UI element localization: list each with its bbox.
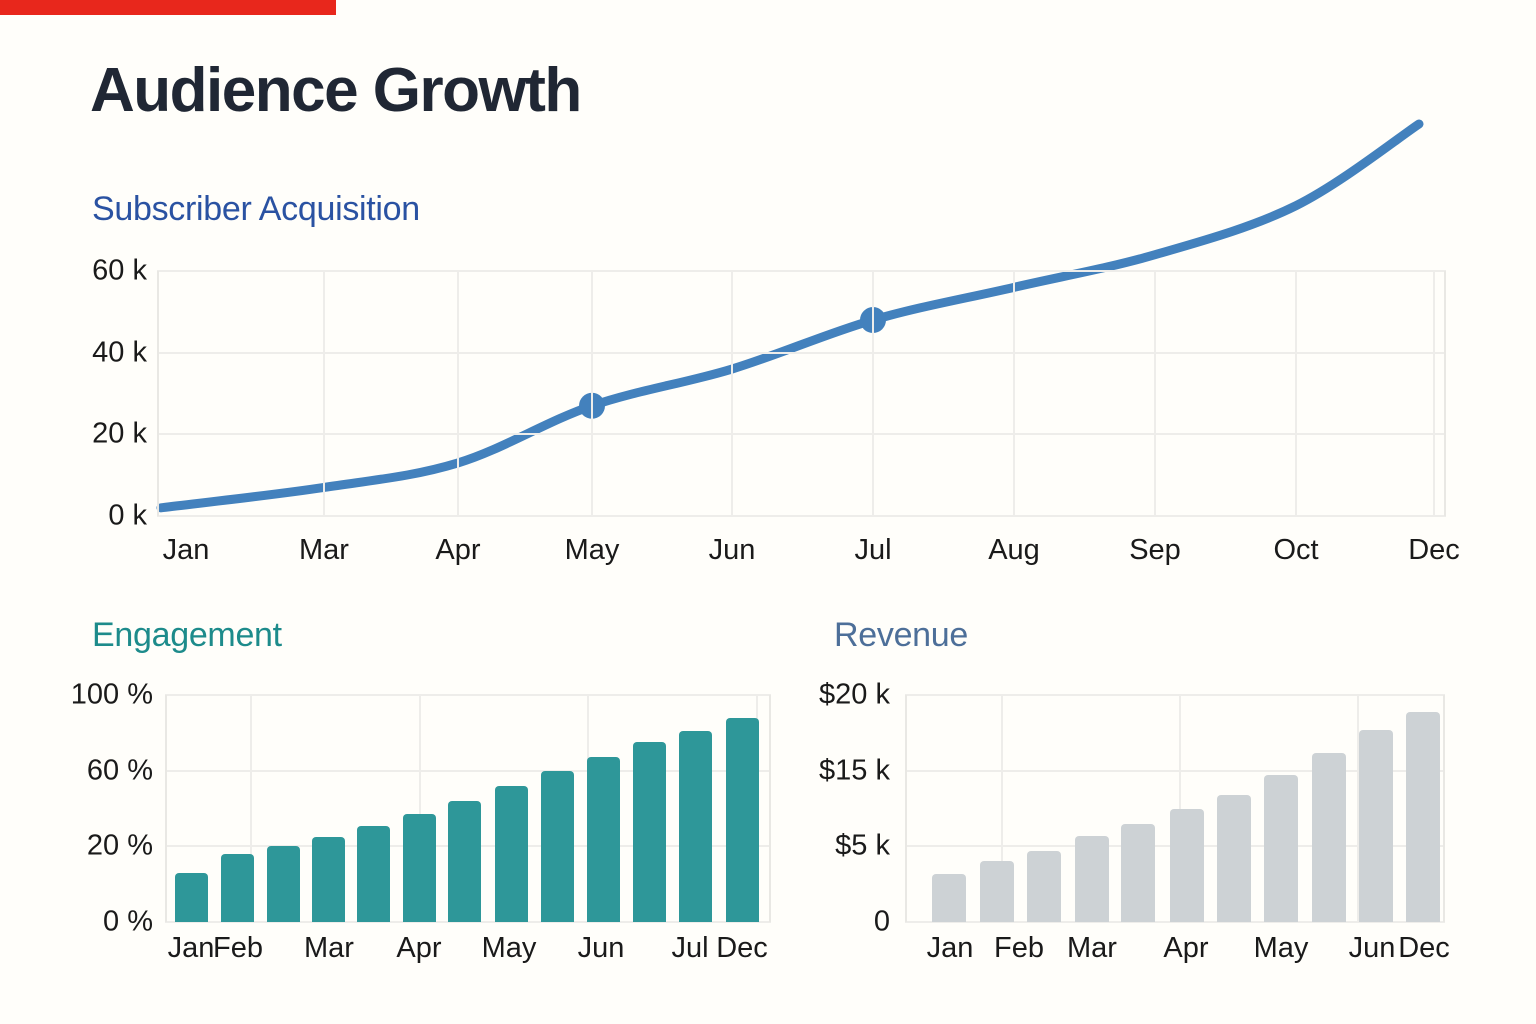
x-axis-tick-label: Mar bbox=[304, 932, 354, 964]
gridline bbox=[872, 271, 874, 516]
y-axis-line bbox=[165, 695, 167, 922]
engagement-bar bbox=[726, 717, 759, 922]
gridline bbox=[419, 695, 421, 922]
plot-right-edge bbox=[769, 695, 771, 922]
gridline bbox=[1179, 695, 1181, 922]
gridline bbox=[250, 695, 252, 922]
gridline bbox=[157, 351, 1446, 354]
x-axis-tick-label: Apr bbox=[435, 534, 481, 566]
revenue-bar bbox=[1075, 835, 1109, 922]
x-axis-tick-label: Jun bbox=[708, 534, 756, 566]
y-axis-tick-label: 40 k bbox=[92, 336, 147, 369]
plot-right-edge bbox=[1444, 271, 1446, 516]
x-axis-tick-label: Feb bbox=[994, 932, 1044, 964]
y-axis-tick-label: $20 k bbox=[819, 678, 890, 711]
page-title: Audience Growth bbox=[90, 56, 582, 125]
revenue-bar bbox=[1027, 850, 1061, 922]
x-axis-tick-label: Oct bbox=[1273, 534, 1319, 566]
engagement-chart-title: Engagement bbox=[92, 616, 282, 654]
gridline bbox=[1154, 271, 1156, 516]
engagement-bar bbox=[267, 846, 300, 922]
engagement-bar bbox=[312, 836, 345, 922]
x-axis-tick-label: Aug bbox=[988, 534, 1040, 566]
gridline bbox=[1295, 271, 1297, 516]
gridline bbox=[165, 769, 771, 772]
x-axis-tick-label: Apr bbox=[396, 932, 442, 964]
revenue-bar bbox=[1264, 775, 1298, 922]
gridline bbox=[323, 271, 325, 516]
x-axis-tick-label: Jun bbox=[577, 932, 625, 964]
x-axis-tick-label: Jul bbox=[854, 534, 892, 566]
x-axis-tick-label: Dec bbox=[716, 932, 768, 964]
x-axis-tick-label: Jan bbox=[167, 932, 215, 964]
y-axis-tick-label: 0 % bbox=[103, 905, 153, 938]
y-axis-tick-label: 0 bbox=[873, 905, 890, 938]
x-axis-tick-label: Sep bbox=[1129, 534, 1181, 566]
gridline bbox=[157, 270, 1446, 272]
x-axis-tick-label: Mar bbox=[1067, 932, 1117, 964]
y-axis-tick-label: 20 % bbox=[86, 829, 153, 862]
engagement-bar bbox=[357, 825, 390, 922]
x-axis-tick-label: Feb bbox=[213, 932, 263, 964]
gridline bbox=[591, 271, 593, 516]
revenue-bar bbox=[1312, 752, 1346, 922]
x-axis-tick-label: Mar bbox=[299, 534, 349, 566]
y-axis-tick-label: 20 k bbox=[92, 417, 147, 450]
y-axis-tick-label: 0 k bbox=[108, 499, 147, 532]
revenue-bar bbox=[1359, 729, 1393, 922]
revenue-bar bbox=[1121, 823, 1155, 922]
revenue-bar bbox=[932, 873, 966, 922]
x-axis-tick-label: Jan bbox=[926, 932, 974, 964]
subscriber-line bbox=[156, 119, 1424, 513]
engagement-bar bbox=[403, 814, 436, 922]
x-axis-tick-label: Dec bbox=[1408, 534, 1460, 566]
y-axis-line bbox=[905, 695, 907, 922]
engagement-bar bbox=[633, 742, 666, 922]
y-axis-line bbox=[157, 271, 159, 516]
gridline bbox=[165, 694, 771, 696]
y-axis-tick-label: $5 k bbox=[835, 829, 890, 862]
revenue-bar bbox=[1217, 794, 1251, 922]
gridline bbox=[1013, 271, 1015, 516]
y-axis-tick-label: $15 k bbox=[819, 754, 890, 787]
gridline bbox=[165, 921, 771, 923]
y-axis-tick-label: 60 k bbox=[92, 254, 147, 287]
gridline bbox=[905, 921, 1445, 923]
x-axis-tick-label: May bbox=[1253, 932, 1309, 964]
x-axis-tick-label: Apr bbox=[1163, 932, 1209, 964]
engagement-bar bbox=[175, 872, 208, 922]
gridline bbox=[1357, 695, 1359, 922]
engagement-bar bbox=[221, 853, 254, 922]
y-axis-tick-label: 100 % bbox=[70, 678, 153, 711]
y-axis-tick-label: 60 % bbox=[86, 754, 153, 787]
x-axis-tick-label: Jul bbox=[671, 932, 709, 964]
engagement-bar bbox=[587, 757, 620, 922]
x-axis-tick-label: Jun bbox=[1348, 932, 1396, 964]
engagement-bar bbox=[495, 785, 528, 922]
gridline bbox=[731, 271, 733, 516]
x-axis-tick-label: May bbox=[481, 932, 537, 964]
gridline bbox=[1001, 695, 1003, 922]
gridline bbox=[1433, 271, 1435, 516]
x-axis-tick-label: May bbox=[564, 534, 620, 566]
gridline bbox=[905, 769, 1445, 772]
engagement-bar bbox=[541, 770, 574, 922]
revenue-bar bbox=[1170, 809, 1204, 922]
gridline bbox=[905, 694, 1445, 696]
top-accent-bar bbox=[0, 0, 336, 15]
engagement-bar bbox=[679, 730, 712, 922]
engagement-bar bbox=[448, 800, 481, 922]
subscriber-chart-title: Subscriber Acquisition bbox=[92, 190, 420, 228]
revenue-bar bbox=[1406, 711, 1440, 922]
revenue-chart-title: Revenue bbox=[834, 616, 968, 654]
x-axis-tick-label: Dec bbox=[1398, 932, 1450, 964]
gridline bbox=[157, 515, 1446, 517]
plot-right-edge bbox=[1443, 695, 1445, 922]
gridline bbox=[457, 271, 459, 516]
x-axis-tick-label: Jan bbox=[162, 534, 210, 566]
gridline bbox=[157, 433, 1446, 436]
revenue-bar bbox=[980, 861, 1014, 922]
